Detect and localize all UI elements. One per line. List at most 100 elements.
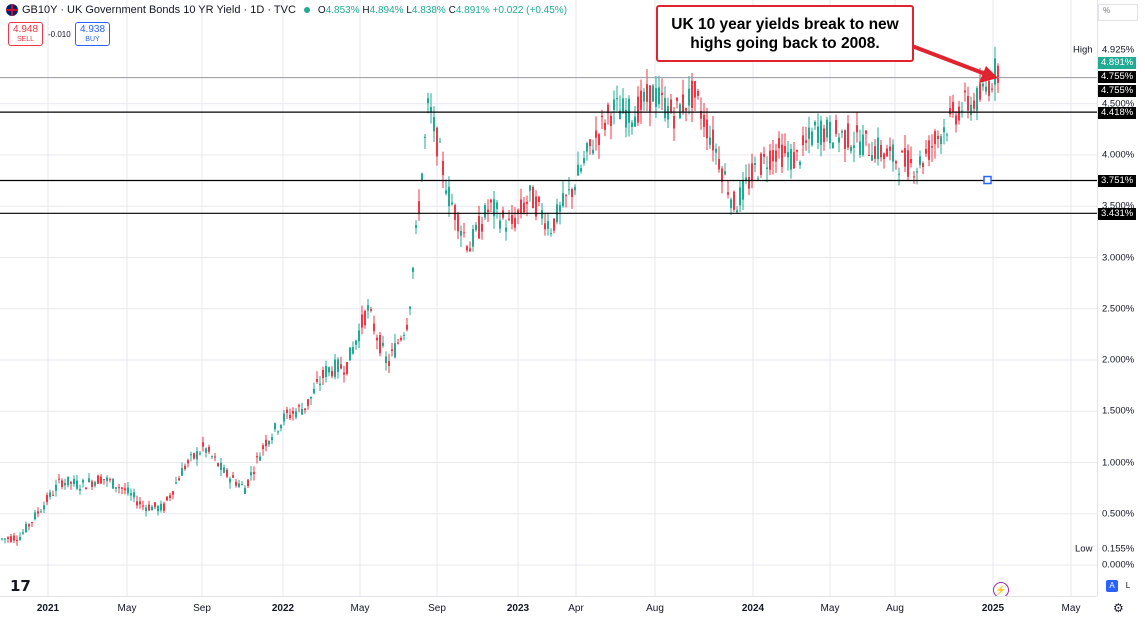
candle-body bbox=[529, 185, 531, 191]
candle-body bbox=[475, 224, 477, 231]
candle-body bbox=[208, 446, 210, 452]
candle-body bbox=[283, 413, 285, 422]
candle-body bbox=[490, 199, 492, 203]
time-tick-label: Aug bbox=[886, 603, 904, 614]
time-axis[interactable]: 2021 May Sep 2022 May Sep 2023 Apr Aug 2024 May Aug… bbox=[0, 596, 1097, 623]
candle-body bbox=[700, 111, 702, 119]
candle-body bbox=[547, 221, 549, 229]
sell-button[interactable]: 4.948 SELL bbox=[8, 22, 43, 46]
low-label: L bbox=[406, 4, 412, 16]
candle-body bbox=[295, 411, 297, 418]
candle-body bbox=[730, 199, 732, 208]
percent-scale-box[interactable]: % bbox=[1098, 4, 1138, 21]
annotation-callout[interactable]: UK 10 year yields break to new highs goi… bbox=[656, 5, 914, 62]
candle-body bbox=[397, 342, 399, 344]
candle-body bbox=[352, 347, 354, 354]
candle-body bbox=[646, 84, 648, 102]
candle-body bbox=[118, 487, 120, 489]
candle-body bbox=[172, 491, 174, 495]
candle-body bbox=[751, 163, 753, 181]
candle-body bbox=[571, 189, 573, 198]
candle-body bbox=[757, 178, 759, 180]
candle-body bbox=[814, 121, 816, 126]
candle-body bbox=[187, 460, 189, 464]
candle-body bbox=[253, 471, 255, 475]
chart-area[interactable]: GB10Y · UK Government Bonds 10 YR Yield … bbox=[0, 0, 1097, 598]
candle-body bbox=[670, 99, 672, 113]
candle-body bbox=[523, 202, 525, 213]
symbol-title[interactable]: GB10Y · UK Government Bonds 10 YR Yield … bbox=[22, 4, 296, 16]
candle-body bbox=[478, 216, 480, 239]
candle-body bbox=[706, 119, 708, 139]
level-price-tag: 4.755% bbox=[1098, 85, 1137, 97]
candle-body bbox=[820, 120, 822, 145]
candle-body bbox=[817, 126, 819, 143]
candle-body bbox=[22, 532, 24, 534]
candle-body bbox=[91, 481, 93, 487]
price-chart[interactable] bbox=[0, 0, 1097, 596]
candle-body bbox=[58, 478, 60, 480]
log-scale-button[interactable]: L bbox=[1125, 581, 1131, 590]
candle-body bbox=[136, 501, 138, 506]
candle-body bbox=[763, 153, 765, 157]
candle-body bbox=[739, 187, 741, 206]
candle-body bbox=[382, 342, 384, 346]
candle-body bbox=[748, 176, 750, 189]
candle-body bbox=[463, 232, 465, 234]
candle-body bbox=[931, 146, 933, 148]
time-tick-label: 2022 bbox=[271, 603, 295, 614]
candle-body bbox=[673, 115, 675, 129]
change-value: +0.022 (+0.45%) bbox=[492, 4, 568, 16]
price-tick-label: 2.500% bbox=[1102, 303, 1135, 315]
candle-body bbox=[496, 202, 498, 209]
candle-body bbox=[403, 335, 405, 337]
candle-body bbox=[442, 160, 444, 176]
candle-body bbox=[574, 186, 576, 191]
candle-body bbox=[190, 454, 192, 456]
candle-body bbox=[292, 410, 294, 414]
candle-body bbox=[982, 83, 984, 87]
time-tick-label: Aug bbox=[646, 603, 664, 614]
candle-body bbox=[301, 408, 303, 415]
candle-body bbox=[676, 97, 678, 102]
time-tick-label: May bbox=[1061, 603, 1081, 614]
candle-body bbox=[991, 88, 993, 90]
candle-body bbox=[622, 98, 624, 113]
candle-body bbox=[616, 98, 618, 100]
buy-button[interactable]: 4.938 BUY bbox=[75, 22, 110, 46]
price-axis[interactable]: 4.500% 4.000% 3.500% 3.000% 2.500% 2.000% 1.50… bbox=[1073, 0, 1145, 596]
candle-body bbox=[760, 153, 762, 175]
candle-body bbox=[565, 194, 567, 196]
candle-body bbox=[586, 143, 588, 152]
candle-body bbox=[127, 487, 129, 494]
candle-body bbox=[877, 137, 879, 160]
candle-body bbox=[169, 495, 171, 499]
candle-body bbox=[151, 506, 153, 511]
candle-body bbox=[259, 456, 261, 461]
candle-body bbox=[679, 104, 681, 119]
candle-body bbox=[661, 92, 663, 95]
tradingview-logo[interactable]: 17 bbox=[10, 577, 31, 595]
candle-body bbox=[829, 121, 831, 144]
candle-body bbox=[871, 155, 873, 161]
candle-body bbox=[874, 146, 876, 159]
candle-body bbox=[964, 90, 966, 93]
candle-body bbox=[649, 85, 651, 112]
candle-body bbox=[328, 367, 330, 373]
candle-body bbox=[28, 524, 30, 527]
time-tick-label: Sep bbox=[193, 603, 211, 614]
candle-body bbox=[346, 362, 348, 374]
candle-body bbox=[613, 99, 615, 111]
time-tick-label: 2025 bbox=[981, 603, 1005, 614]
candle-body bbox=[457, 214, 459, 232]
candle-body bbox=[40, 511, 42, 513]
auto-scale-button[interactable]: A bbox=[1106, 580, 1118, 592]
candle-body bbox=[133, 492, 135, 498]
candle-body bbox=[37, 511, 39, 514]
candle-body bbox=[175, 482, 177, 484]
candle-body bbox=[412, 267, 414, 272]
candle-body bbox=[697, 91, 699, 96]
candle-body bbox=[109, 479, 111, 481]
settings-gear-icon[interactable]: ⚙ bbox=[1113, 601, 1124, 615]
candle-body bbox=[400, 337, 402, 341]
